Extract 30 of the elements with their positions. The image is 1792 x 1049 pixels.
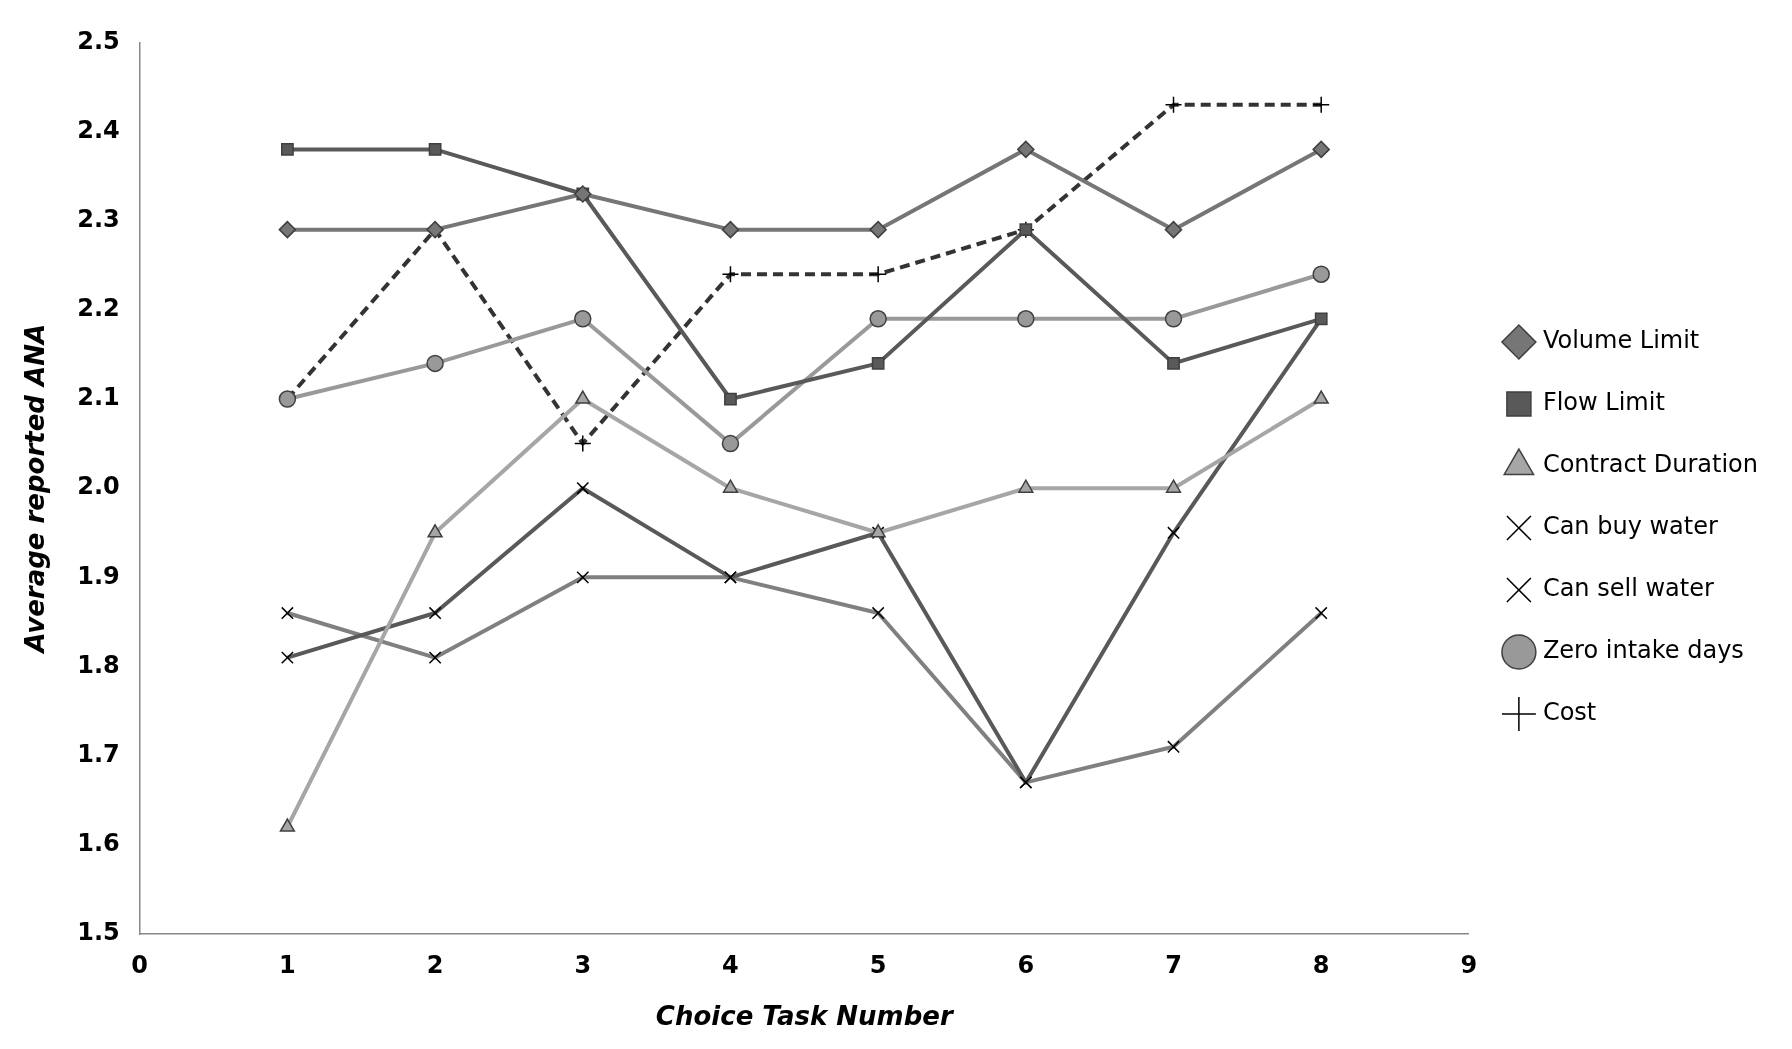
x-tick-label: 9 [1460, 950, 1478, 979]
y-tick-label: 2.0 [77, 472, 120, 501]
y-tick-label: 1.8 [77, 650, 120, 679]
x-tick-label: 0 [131, 950, 149, 979]
x-tick-label: 2 [426, 950, 444, 979]
legend-label: Flow Limit [1542, 388, 1665, 417]
y-tick-label: 2.5 [77, 26, 120, 55]
x-tick-label: 5 [869, 950, 887, 979]
legend-label: Zero intake days [1542, 636, 1744, 665]
y-tick-label: 1.9 [77, 561, 120, 590]
legend-label: Cost [1542, 698, 1597, 727]
x-tick-label: 7 [1165, 950, 1182, 979]
y-axis-title: Average reported ANA [20, 323, 51, 655]
legend-label: Can buy water [1542, 512, 1718, 541]
x-tick-label: 3 [574, 950, 592, 979]
legend-label: Contract Duration [1542, 450, 1758, 479]
y-tick-label: 2.1 [77, 383, 120, 412]
legend-label: Volume Limit [1542, 326, 1700, 355]
y-tick-label: 1.5 [77, 918, 120, 947]
y-tick-label: 2.3 [77, 204, 120, 233]
y-tick-label: 2.4 [77, 115, 120, 144]
x-tick-label: 4 [722, 950, 739, 979]
x-tick-label: 1 [279, 950, 296, 979]
legend-label: Can sell water [1542, 574, 1714, 603]
y-tick-label: 1.6 [77, 829, 120, 858]
x-tick-label: 6 [1017, 950, 1035, 979]
y-tick-label: 2.2 [77, 294, 120, 323]
x-axis-title: Choice Task Number [655, 1001, 955, 1032]
x-tick-label: 8 [1312, 950, 1330, 979]
y-tick-label: 1.7 [77, 739, 120, 768]
